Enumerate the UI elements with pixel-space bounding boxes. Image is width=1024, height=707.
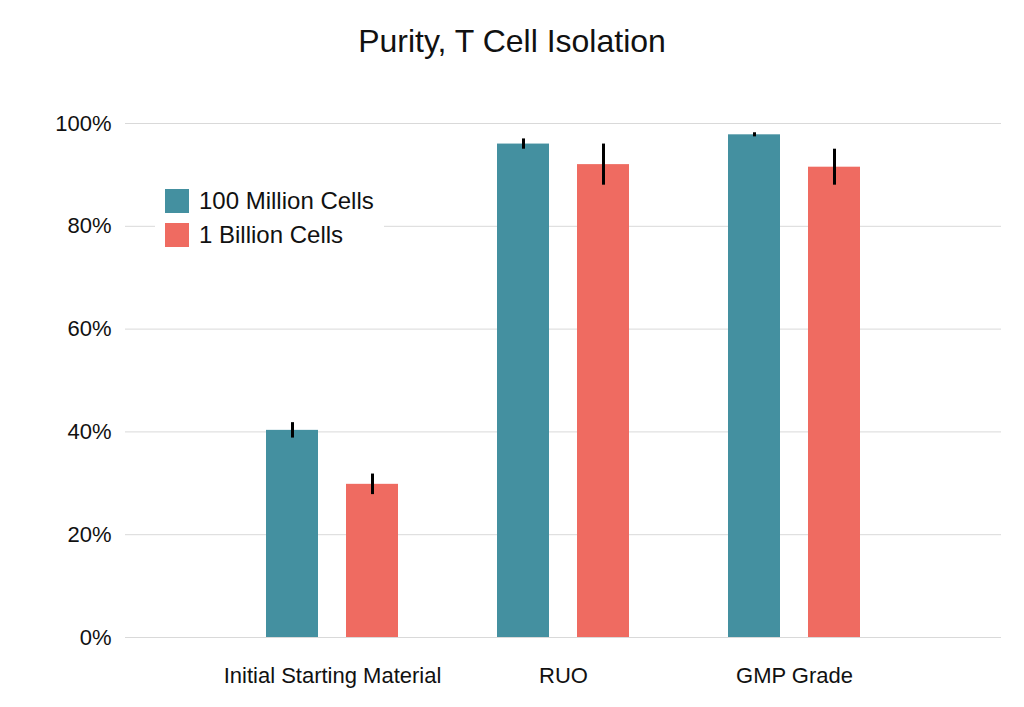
svg-text:Initial Starting Material: Initial Starting Material	[224, 663, 442, 688]
svg-text:0%: 0%	[80, 625, 112, 650]
svg-text:60%: 60%	[67, 316, 111, 341]
svg-text:100%: 100%	[55, 111, 111, 136]
html-text:100 Million Cells: 100 Million Cells	[199, 187, 374, 214]
svg-text:GMP Grade: GMP Grade	[736, 663, 853, 688]
html-text:Purity, T Cell Isolation: Purity, T Cell Isolation	[358, 23, 666, 59]
svg-text:80%: 80%	[67, 213, 111, 238]
svg-text:20%: 20%	[67, 522, 111, 547]
svg-text:RUO: RUO	[539, 663, 588, 688]
svg-text:40%: 40%	[67, 419, 111, 444]
html-text:1 Billion Cells: 1 Billion Cells	[199, 221, 344, 248]
